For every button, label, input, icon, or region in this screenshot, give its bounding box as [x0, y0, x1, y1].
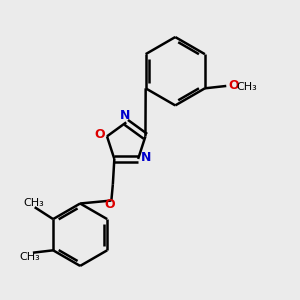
Text: CH₃: CH₃ — [20, 252, 40, 262]
Text: N: N — [141, 151, 151, 164]
Text: N: N — [119, 109, 130, 122]
Text: CH₃: CH₃ — [23, 198, 44, 208]
Text: O: O — [94, 128, 105, 141]
Text: CH₃: CH₃ — [236, 82, 257, 92]
Text: O: O — [105, 198, 115, 211]
Text: O: O — [228, 79, 239, 92]
